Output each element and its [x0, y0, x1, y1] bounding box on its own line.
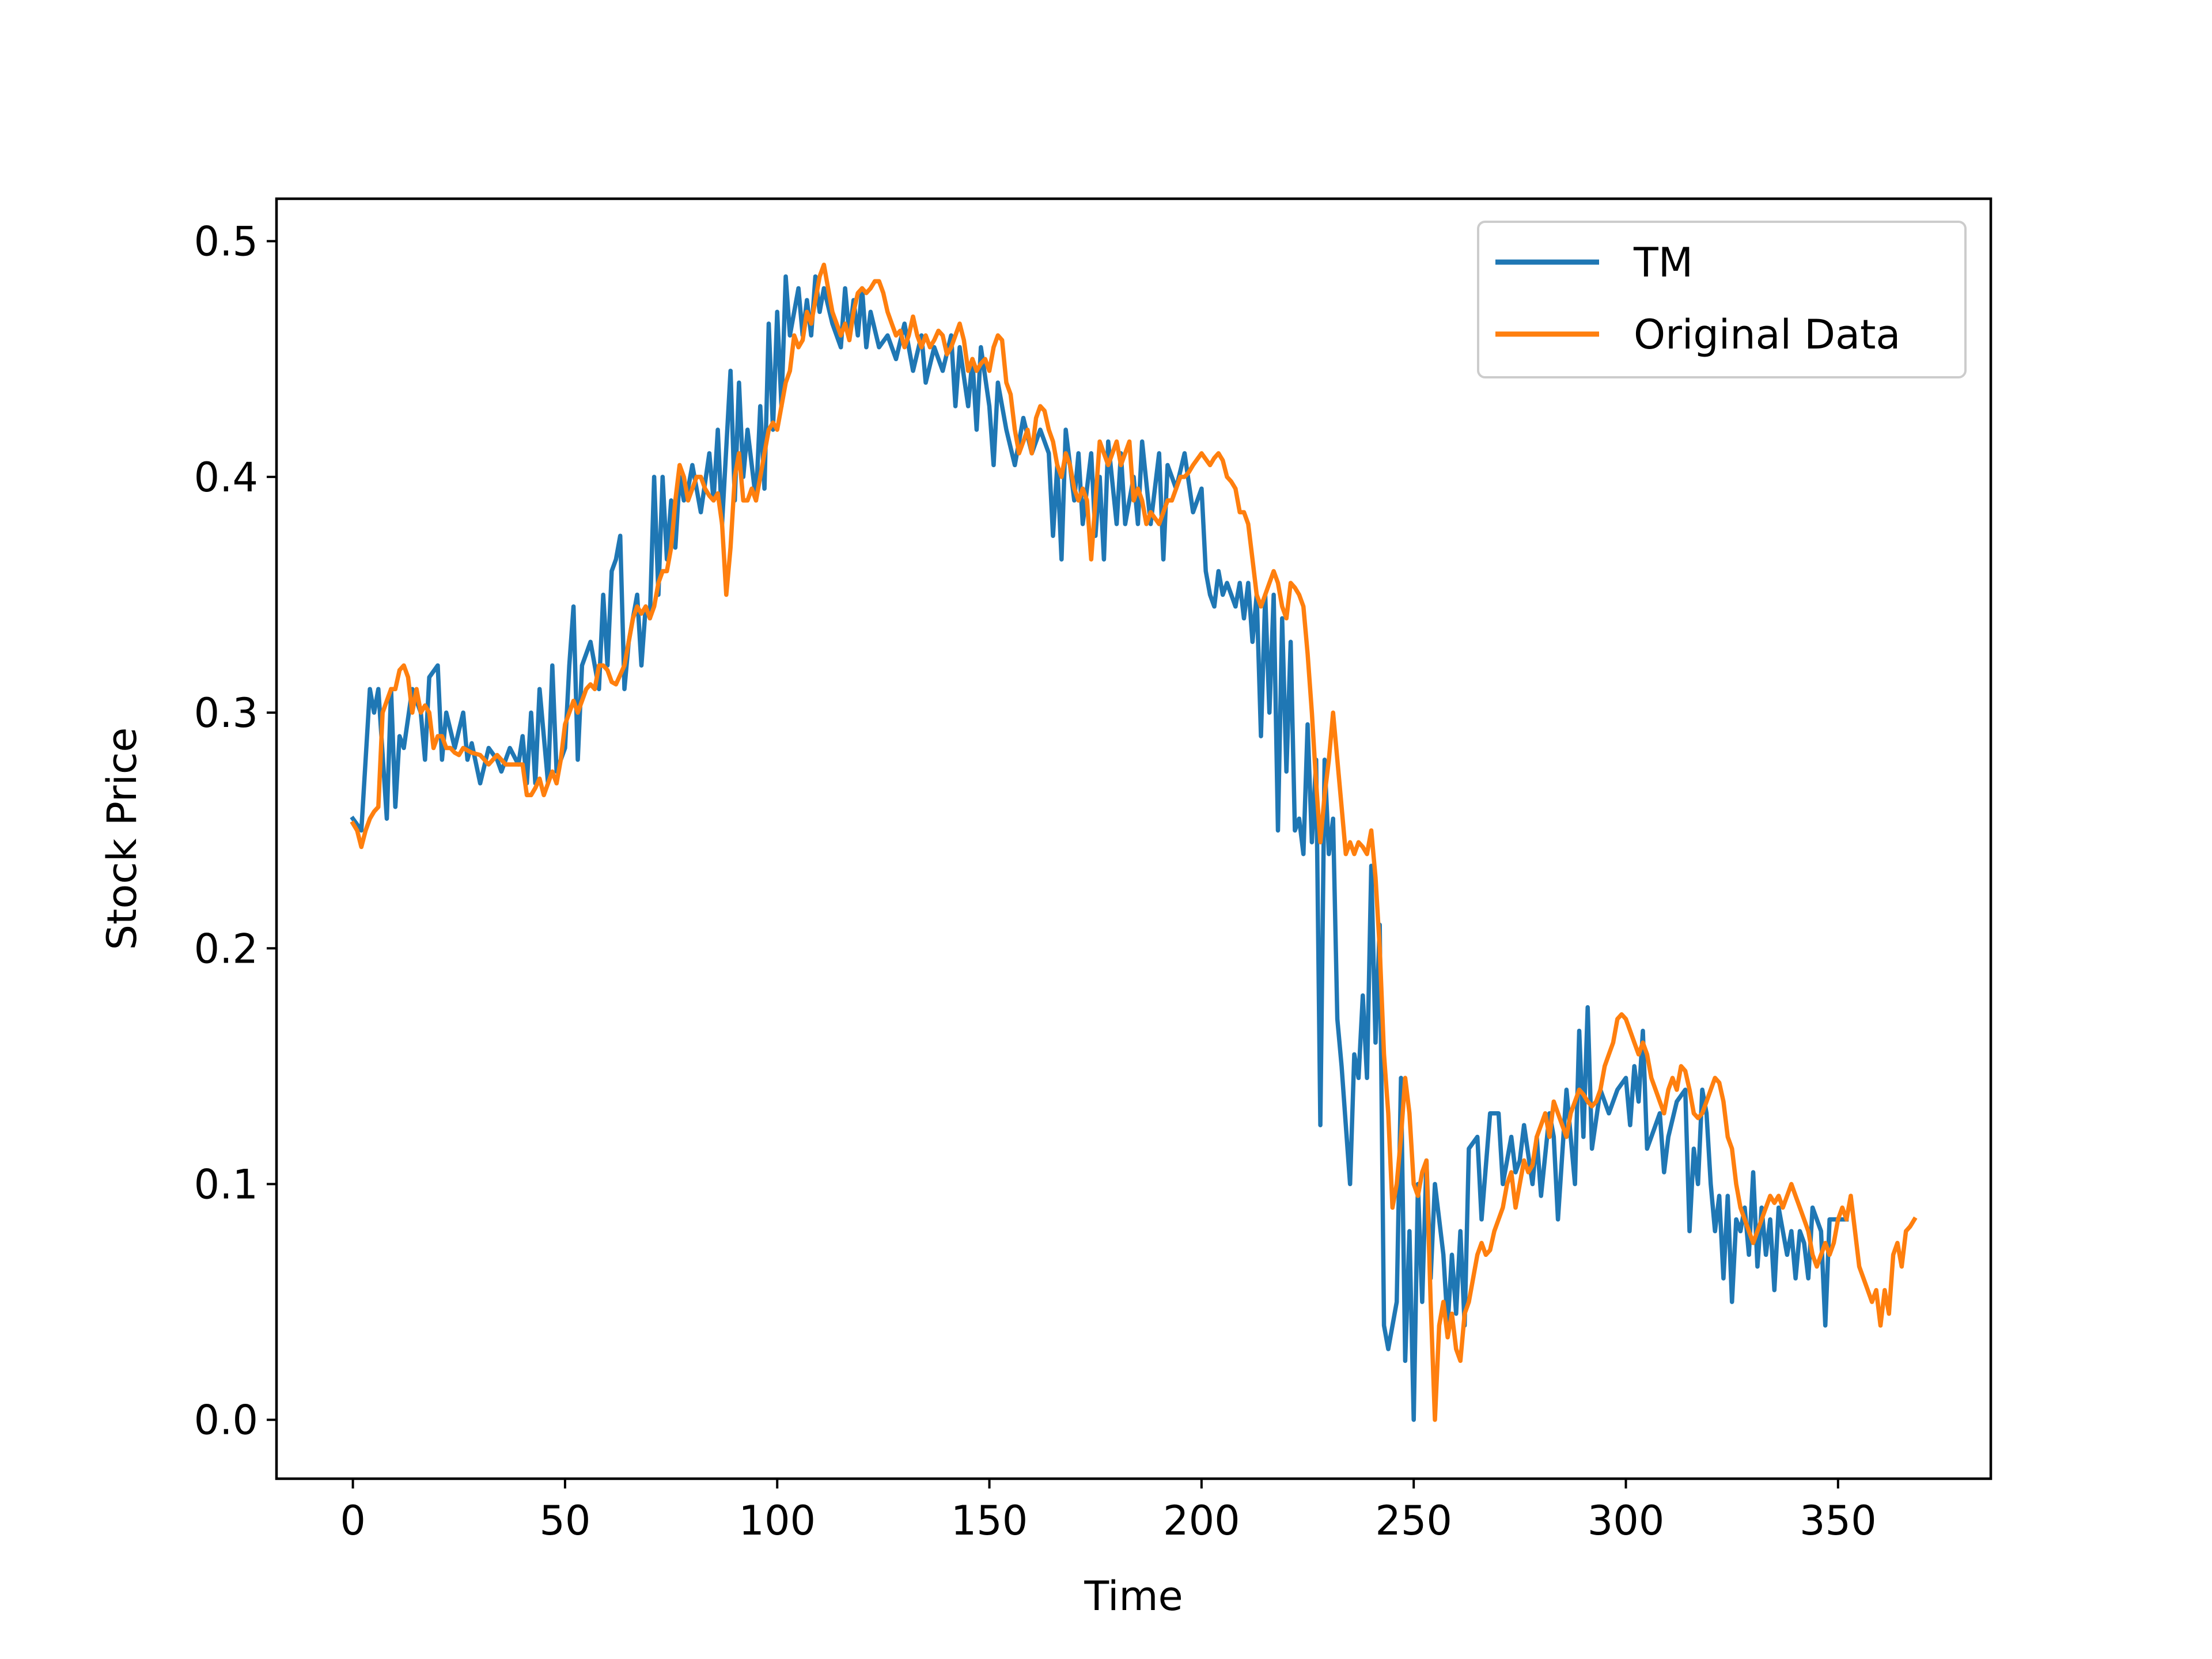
x-tick-label: 100: [738, 1497, 816, 1544]
y-axis-label: Stock Price: [99, 728, 146, 950]
y-tick-label: 0.5: [194, 218, 258, 266]
x-tick-label: 0: [340, 1497, 366, 1544]
y-tick-label: 0.2: [194, 925, 258, 972]
x-axis-ticks: 0 50 100 150 200 250 300 350: [340, 1479, 1877, 1544]
y-tick-label: 0.4: [194, 454, 258, 501]
y-axis-ticks: 0.0 0.1 0.2 0.3 0.4 0.5: [194, 218, 276, 1444]
y-tick-label: 0.3: [194, 690, 258, 737]
legend-label-original-data: Original Data: [1634, 311, 1900, 358]
series-layer: [350, 262, 1918, 1422]
legend: TM Original Data: [1477, 221, 1967, 378]
x-tick-label: 200: [1163, 1497, 1240, 1544]
plot-area: [276, 199, 1991, 1479]
x-tick-label: 150: [951, 1497, 1028, 1544]
plot-frame: [275, 197, 1993, 1480]
series-line-original-data: [350, 262, 1918, 1422]
y-tick-label: 0.1: [194, 1161, 258, 1208]
x-tick-label: 250: [1375, 1497, 1452, 1544]
x-tick-label: 300: [1588, 1497, 1665, 1544]
x-tick-label: 350: [1800, 1497, 1877, 1544]
x-tick-label: 50: [539, 1497, 590, 1544]
legend-label-tm: TM: [1633, 239, 1693, 286]
legend-box: [1477, 221, 1967, 378]
x-axis-label: Time: [1084, 1573, 1183, 1620]
y-tick-label: 0.0: [194, 1397, 258, 1444]
series-line-tm: [350, 274, 1849, 1422]
